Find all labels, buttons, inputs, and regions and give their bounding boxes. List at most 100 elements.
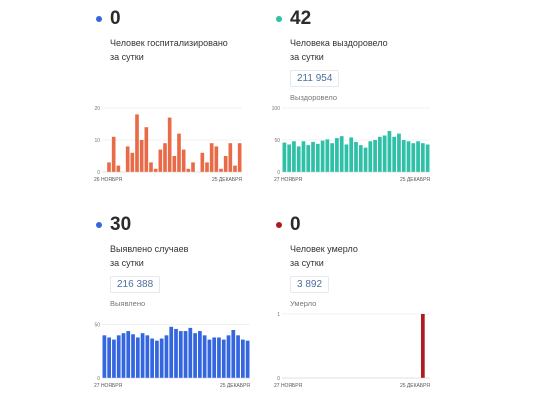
bar xyxy=(335,138,339,172)
caption-line-1: Человек умерло xyxy=(290,244,358,254)
bar xyxy=(116,165,121,172)
bar xyxy=(363,147,368,172)
bar xyxy=(153,168,158,172)
bar xyxy=(311,141,315,172)
y-tick-label: 1 xyxy=(277,312,280,318)
detected-total-label: Выявлено xyxy=(110,299,146,308)
bar xyxy=(292,141,296,172)
bar xyxy=(330,143,334,172)
bar xyxy=(382,135,387,172)
recovered-panel: 42 Человека выздоровело за сутки 211 954… xyxy=(272,4,532,204)
y-tick-label: 100 xyxy=(272,106,281,112)
bar xyxy=(178,331,183,378)
deaths-total-box: 3 892 Умерло xyxy=(290,274,330,308)
bar xyxy=(181,149,186,172)
bar xyxy=(183,331,188,378)
x-end-label: 25 ДЕКАБРЯ xyxy=(212,177,242,183)
bar xyxy=(349,137,354,172)
bar xyxy=(315,143,320,172)
bar xyxy=(231,330,236,378)
bar xyxy=(107,337,112,378)
bar xyxy=(150,338,154,378)
bar xyxy=(411,143,416,172)
x-start-label: 27 НОЯБРЯ xyxy=(274,177,302,183)
bar xyxy=(236,335,240,378)
bullet-dot-icon xyxy=(96,16,102,22)
bar xyxy=(167,117,172,172)
x-end-label: 25 ДЕКАБРЯ xyxy=(400,177,430,183)
bar xyxy=(149,162,153,172)
recovered-chart: 0 50 100 27 НОЯБРЯ 25 ДЕКАБРЯ xyxy=(272,106,431,183)
bar xyxy=(130,152,135,172)
bar xyxy=(159,338,164,378)
bar xyxy=(212,337,217,378)
bar xyxy=(406,141,411,172)
recovered-total-box: 211 954 Выздоровело xyxy=(290,68,340,102)
bar xyxy=(126,331,131,378)
bar xyxy=(425,144,430,172)
bar xyxy=(188,327,193,378)
bar xyxy=(174,328,178,378)
recovered-caption: Человека выздоровело за сутки xyxy=(290,36,388,64)
recovered-total-label: Выздоровело xyxy=(290,93,338,102)
bar xyxy=(296,146,301,172)
deaths-panel: 0 Человек умерло за сутки 3 892 Умерло 0… xyxy=(272,210,532,410)
bar xyxy=(102,335,107,378)
bullet-dot-icon xyxy=(276,222,282,228)
bullet-dot-icon xyxy=(276,16,282,22)
bar xyxy=(282,142,287,172)
detected-chart: 0 50 27 НОЯБРЯ 25 ДЕКАБРЯ xyxy=(94,322,250,389)
detected-total-box: 216 388 Выявлено xyxy=(110,274,161,308)
bar xyxy=(169,326,174,378)
bar xyxy=(177,133,181,172)
bar xyxy=(306,145,311,172)
x-end-label: 25 ДЕКАБРЯ xyxy=(400,383,430,389)
bar xyxy=(392,136,397,172)
bar xyxy=(198,331,202,378)
bar xyxy=(131,334,135,378)
bar xyxy=(164,335,169,378)
bar xyxy=(320,140,325,172)
deaths-caption: Человек умерло за сутки xyxy=(290,242,358,270)
bar xyxy=(401,140,406,172)
caption-line-1: Выявлено случаев xyxy=(110,244,189,254)
bar xyxy=(228,143,233,172)
bar xyxy=(217,337,221,378)
bar xyxy=(111,136,116,172)
y-tick-label: 0 xyxy=(277,170,280,176)
y-tick-label: 50 xyxy=(94,322,100,328)
bar xyxy=(139,140,144,172)
bar xyxy=(116,335,121,378)
bar xyxy=(301,141,306,172)
y-tick-label: 20 xyxy=(94,106,100,112)
bar xyxy=(344,144,349,172)
detected-count: 30 xyxy=(110,214,132,235)
bar xyxy=(221,339,226,378)
detected-caption: Выявлено случаев за сутки xyxy=(110,242,188,270)
bar xyxy=(202,335,207,378)
x-start-label: 27 НОЯБРЯ xyxy=(94,383,122,389)
bar xyxy=(325,139,330,172)
bar xyxy=(121,333,126,378)
hospitalized-caption: Человек госпитализировано за сутки xyxy=(110,36,228,64)
bar xyxy=(200,152,205,172)
bar xyxy=(193,333,197,378)
hospitalized-chart: 0 10 20 26 НОЯБРЯ 25 ДЕКАБРЯ xyxy=(94,106,242,183)
caption-line-2: за сутки xyxy=(110,258,144,268)
bar xyxy=(135,114,139,172)
bar xyxy=(237,143,242,172)
caption-line-2: за сутки xyxy=(290,52,324,62)
deaths-count: 0 xyxy=(290,214,301,235)
y-tick-label: 50 xyxy=(274,138,280,144)
recovered-total: 211 954 xyxy=(290,70,340,87)
caption-line-1: Человек госпитализировано xyxy=(110,38,228,48)
bar xyxy=(140,333,145,378)
bar xyxy=(214,146,219,172)
bar xyxy=(209,143,214,172)
bar xyxy=(245,340,250,378)
bar xyxy=(107,162,111,172)
x-start-label: 26 НОЯБРЯ xyxy=(94,177,122,183)
bar xyxy=(373,140,377,172)
bar xyxy=(191,162,195,172)
bullet-dot-icon xyxy=(96,222,102,228)
